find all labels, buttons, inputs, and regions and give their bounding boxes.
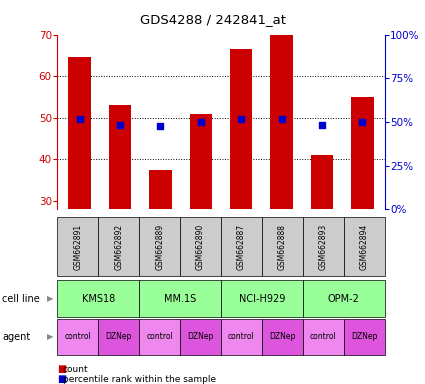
Text: GSM662888: GSM662888 bbox=[278, 224, 287, 270]
Text: NCI-H929: NCI-H929 bbox=[239, 293, 285, 304]
Point bbox=[197, 119, 204, 125]
Text: DZNep: DZNep bbox=[351, 333, 377, 341]
Text: GSM662894: GSM662894 bbox=[360, 223, 368, 270]
Text: DZNep: DZNep bbox=[105, 333, 132, 341]
Bar bbox=[270, 35, 293, 209]
Text: control: control bbox=[228, 333, 255, 341]
Text: GSM662887: GSM662887 bbox=[237, 223, 246, 270]
Text: DZNep: DZNep bbox=[269, 333, 295, 341]
Text: control: control bbox=[65, 333, 91, 341]
Bar bbox=[311, 155, 333, 209]
Text: ■: ■ bbox=[57, 364, 67, 374]
Text: agent: agent bbox=[2, 332, 30, 342]
Bar bbox=[230, 49, 252, 209]
Text: GSM662891: GSM662891 bbox=[74, 223, 82, 270]
Text: ▶: ▶ bbox=[47, 294, 54, 303]
Text: count: count bbox=[63, 365, 88, 374]
Point bbox=[238, 116, 245, 122]
Text: GDS4288 / 242841_at: GDS4288 / 242841_at bbox=[139, 13, 286, 26]
Bar bbox=[351, 97, 374, 209]
Text: GSM662892: GSM662892 bbox=[114, 223, 123, 270]
Text: OPM-2: OPM-2 bbox=[328, 293, 360, 304]
Text: ▶: ▶ bbox=[47, 333, 54, 341]
Bar bbox=[109, 105, 131, 209]
Text: control: control bbox=[146, 333, 173, 341]
Bar bbox=[149, 170, 172, 209]
Text: control: control bbox=[310, 333, 337, 341]
Point bbox=[76, 116, 83, 122]
Point bbox=[359, 119, 366, 125]
Bar bbox=[190, 114, 212, 209]
Text: percentile rank within the sample: percentile rank within the sample bbox=[63, 375, 216, 384]
Point bbox=[157, 123, 164, 129]
Text: DZNep: DZNep bbox=[187, 333, 214, 341]
Point bbox=[319, 122, 326, 129]
Text: KMS18: KMS18 bbox=[82, 293, 115, 304]
Point bbox=[278, 116, 285, 122]
Point bbox=[116, 121, 123, 127]
Text: ■: ■ bbox=[57, 374, 67, 384]
Text: GSM662893: GSM662893 bbox=[319, 223, 328, 270]
Bar bbox=[68, 58, 91, 209]
Text: MM.1S: MM.1S bbox=[164, 293, 196, 304]
Text: GSM662889: GSM662889 bbox=[155, 223, 164, 270]
Text: cell line: cell line bbox=[2, 293, 40, 304]
Text: GSM662890: GSM662890 bbox=[196, 223, 205, 270]
